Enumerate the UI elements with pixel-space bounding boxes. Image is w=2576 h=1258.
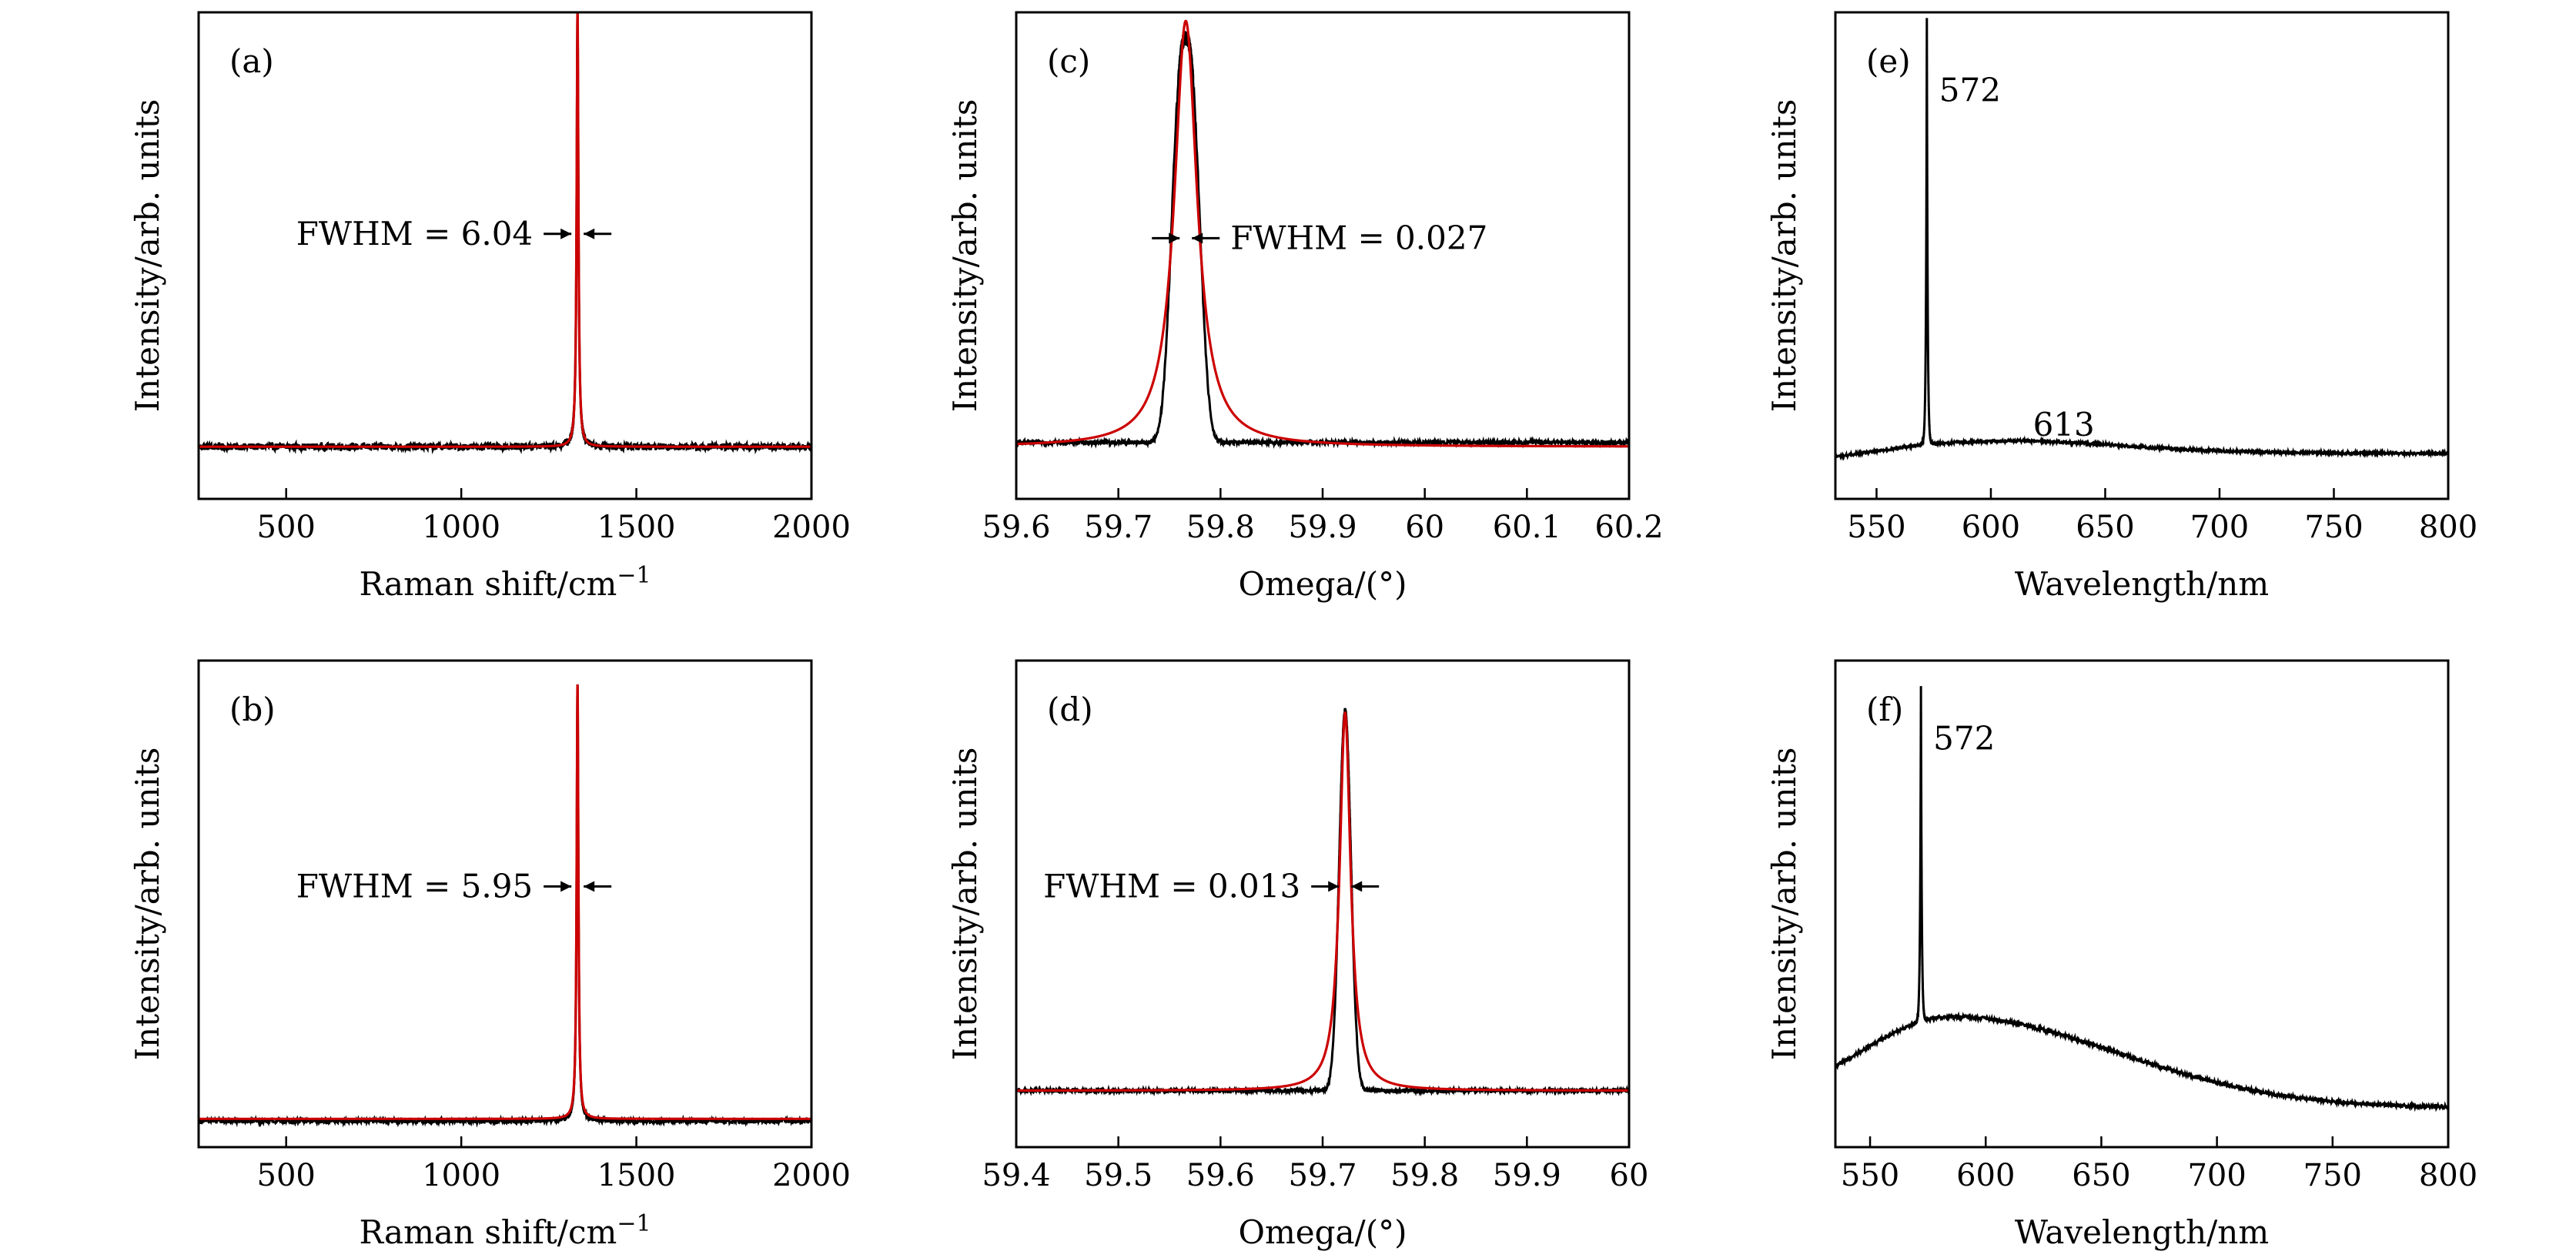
series-line-1 — [1835, 686, 2448, 1112]
fwhm-arrowhead-left — [1169, 233, 1180, 244]
series-line-2 — [1016, 19, 1629, 448]
plot-frame — [1834, 11, 2450, 500]
panel-label: (d) — [1047, 691, 1093, 728]
x-tick-label: 550 — [1841, 1158, 1899, 1193]
fwhm-arrowhead-left — [560, 881, 572, 892]
x-tick-label: 59.6 — [1186, 1158, 1255, 1193]
fwhm-label: FWHM = 0.027 — [1230, 219, 1487, 256]
peak-label: 613 — [2033, 406, 2095, 443]
panel-label: (f) — [1866, 691, 1903, 728]
panel-f: 550 600 650 700 750 800 Wavelength/nm Intensity… — [1765, 659, 2477, 1251]
panel-label: (e) — [1866, 42, 1911, 80]
x-tick-label: 59.9 — [1493, 1158, 1561, 1193]
fwhm-arrowhead-left — [560, 228, 572, 239]
x-tick-label: 1000 — [422, 1158, 500, 1193]
panel-label: (c) — [1047, 42, 1090, 80]
peak-label: 572 — [1939, 72, 2001, 109]
x-tick-label: 59.9 — [1288, 510, 1357, 545]
panel-b: 500 1000 1500 2000 Raman shift/cm−1 Intensity… — [129, 659, 851, 1251]
fwhm-arrowhead-right — [584, 881, 595, 892]
x-tick-label: 650 — [2072, 1158, 2130, 1193]
x-tick-label: 750 — [2304, 510, 2363, 545]
x-tick-label: 700 — [2187, 1158, 2246, 1193]
x-axis-title: Raman shift/cm−1 — [359, 1210, 651, 1251]
x-tick-label: 650 — [2076, 510, 2134, 545]
fwhm-arrowhead-right — [584, 228, 595, 239]
series-line-2 — [199, 684, 811, 1120]
x-axis-title-sup: −1 — [617, 562, 651, 589]
x-tick-label: 1000 — [422, 510, 500, 545]
fwhm-label: FWHM = 0.013 — [1043, 867, 1300, 905]
plot-frame — [197, 659, 813, 1149]
x-tick-label: 600 — [1962, 510, 2020, 545]
x-axis-title: Wavelength/nm — [2015, 1213, 2269, 1251]
x-tick-label: 750 — [2303, 1158, 2362, 1193]
x-tick-label: 500 — [257, 1158, 316, 1193]
x-tick-label: 550 — [1847, 510, 1905, 545]
x-tick-label: 60.1 — [1493, 510, 1561, 545]
panel-d: 59.4 59.5 59.6 59.7 59.8 59.9 60 Omega/(°) Inten… — [946, 659, 1649, 1251]
y-axis-title: Intensity/arb. units — [946, 748, 984, 1061]
y-axis-title: Intensity/arb. units — [129, 748, 166, 1061]
x-tick-label: 700 — [2190, 510, 2249, 545]
x-tick-label: 1500 — [597, 510, 676, 545]
y-axis-title: Intensity/arb. units — [1765, 748, 1803, 1061]
panel-a: 500 1000 1500 2000 Raman shift/cm−1 Intensity… — [129, 11, 851, 603]
y-axis-title: Intensity/arb. units — [129, 99, 166, 413]
x-tick-label: 59.8 — [1390, 1158, 1459, 1193]
x-tick-label: 59.6 — [982, 510, 1050, 545]
plot-frame — [1834, 659, 2450, 1149]
x-axis-title: Omega/(°) — [1239, 565, 1407, 603]
x-tick-label: 2000 — [772, 510, 851, 545]
x-axis-title: Raman shift/cm−1 — [359, 562, 651, 603]
x-tick-label: 800 — [2419, 510, 2477, 545]
x-tick-label: 1500 — [597, 1158, 676, 1193]
x-tick-label: 800 — [2419, 1158, 2477, 1193]
panel-label: (a) — [229, 42, 274, 80]
series-line-1 — [1016, 30, 1629, 450]
x-tick-label: 59.7 — [1084, 510, 1153, 545]
x-axis-title-sup: −1 — [617, 1210, 651, 1237]
panel-label: (b) — [229, 691, 276, 728]
panel-c: 59.6 59.7 59.8 59.9 60 60.1 60.2 Omega/(°) Inten… — [946, 11, 1664, 603]
x-tick-label: 60.2 — [1594, 510, 1663, 545]
series-line-2 — [199, 12, 811, 448]
peak-label: 572 — [1933, 720, 1995, 758]
x-tick-label: 2000 — [772, 1158, 851, 1193]
plot-frame — [197, 11, 813, 500]
y-axis-title: Intensity/arb. units — [1765, 99, 1803, 413]
x-tick-label: 59.8 — [1186, 510, 1255, 545]
fwhm-arrowhead-right — [1192, 233, 1203, 244]
fwhm-label: FWHM = 6.04 — [296, 215, 533, 253]
fwhm-arrowhead-left — [1328, 881, 1340, 892]
x-tick-label: 600 — [1956, 1158, 2015, 1193]
series-line-2 — [1016, 711, 1629, 1092]
x-tick-label: 59.5 — [1084, 1158, 1153, 1193]
panel-e: 550 600 650 700 750 800 Wavelength/nm Intensity… — [1765, 11, 2477, 603]
x-tick-label: 60 — [1610, 1158, 1649, 1193]
x-tick-label: 60 — [1405, 510, 1444, 545]
fwhm-label: FWHM = 5.95 — [296, 867, 533, 905]
series-line-1 — [1835, 18, 2448, 461]
x-tick-label: 59.7 — [1288, 1158, 1357, 1193]
x-tick-label: 500 — [257, 510, 316, 545]
fwhm-arrowhead-right — [1351, 881, 1363, 892]
x-axis-title: Wavelength/nm — [2015, 565, 2269, 603]
y-axis-title: Intensity/arb. units — [946, 99, 984, 413]
x-axis-title: Omega/(°) — [1239, 1213, 1407, 1251]
x-tick-label: 59.4 — [982, 1158, 1050, 1193]
